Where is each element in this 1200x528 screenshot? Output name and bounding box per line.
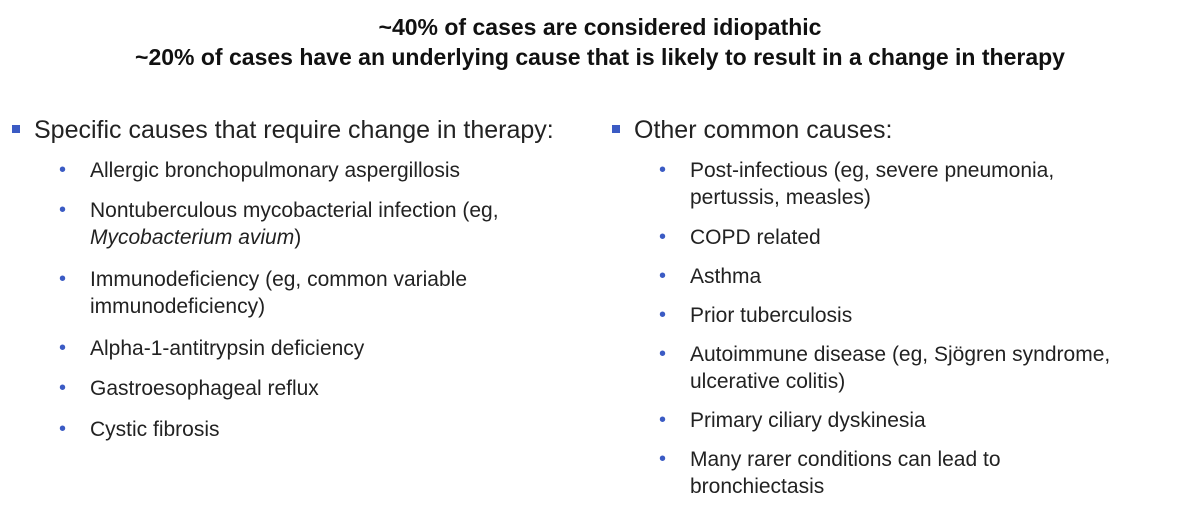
- dot-bullet-icon: •: [659, 265, 667, 287]
- list-item: • Post-infectious (eg, severe pneumonia,…: [659, 159, 1055, 209]
- left-list: • Allergic bronchopulmonary aspergillosi…: [12, 157, 602, 443]
- list-item: • Immunodeficiency (eg, common variable …: [59, 268, 467, 318]
- dot-bullet-icon: •: [659, 304, 667, 326]
- header-line-1: ~40% of cases are considered idiopathic: [378, 14, 822, 40]
- right-list: • Post-infectious (eg, severe pneumonia,…: [612, 157, 1197, 500]
- list-item: • COPD related: [659, 226, 821, 249]
- dot-bullet-icon: •: [659, 226, 667, 248]
- dot-bullet-icon: •: [59, 337, 67, 359]
- dot-bullet-icon: •: [659, 159, 667, 181]
- list-item: • Many rarer conditions can lead to bron…: [659, 448, 1001, 498]
- list-item: • Gastroesophageal reflux: [59, 377, 319, 400]
- left-column: Specific causes that require change in t…: [12, 115, 602, 443]
- list-item: • Autoimmune disease (eg, Sjögren syndro…: [659, 343, 1111, 393]
- list-item: • Prior tuberculosis: [659, 304, 853, 327]
- list-item: • Primary ciliary dyskinesia: [659, 409, 926, 432]
- square-bullet-icon: [612, 125, 620, 133]
- list-item: • Nontuberculous mycobacterial infection…: [59, 199, 499, 249]
- left-heading-text: Specific causes that require change in t…: [34, 116, 554, 144]
- right-heading-text: Other common causes:: [634, 116, 893, 144]
- left-heading: Specific causes that require change in t…: [12, 115, 602, 145]
- dot-bullet-icon: •: [659, 409, 667, 431]
- dot-bullet-icon: •: [59, 268, 67, 290]
- dot-bullet-icon: •: [59, 159, 67, 181]
- list-item: • Cystic fibrosis: [59, 418, 220, 441]
- list-item: • Asthma: [659, 265, 762, 288]
- dot-bullet-icon: •: [659, 448, 667, 470]
- square-bullet-icon: [12, 125, 20, 133]
- right-column: Other common causes: • Post-infectious (…: [612, 115, 1197, 500]
- header-line-2: ~20% of cases have an underlying cause t…: [135, 44, 1065, 70]
- dot-bullet-icon: •: [59, 418, 67, 440]
- dot-bullet-icon: •: [59, 199, 67, 221]
- right-heading: Other common causes:: [612, 115, 1197, 145]
- list-item: • Alpha-1-antitrypsin deficiency: [59, 337, 365, 360]
- dot-bullet-icon: •: [59, 377, 67, 399]
- dot-bullet-icon: •: [659, 343, 667, 365]
- list-item: • Allergic bronchopulmonary aspergillosi…: [59, 159, 461, 182]
- slide-header: ~40% of cases are considered idiopathic …: [0, 12, 1200, 72]
